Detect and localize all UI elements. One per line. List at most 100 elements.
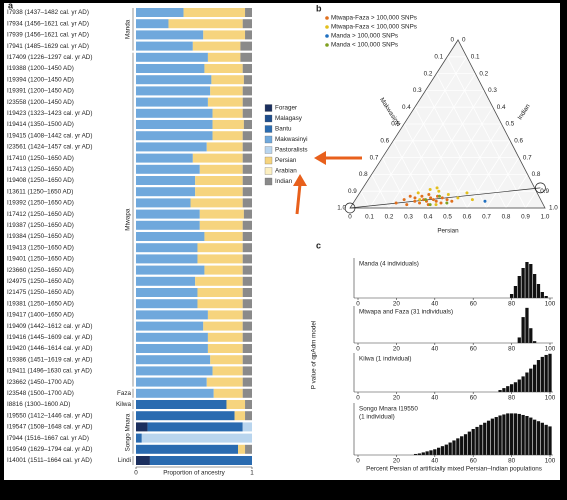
histogram-bar <box>509 384 514 392</box>
row-label: I17410 (1250–1650 AD) <box>7 155 74 162</box>
bar-segment <box>242 377 252 387</box>
histogram-bar <box>517 379 521 392</box>
grid-line <box>371 174 390 209</box>
bar-segment <box>136 411 235 421</box>
row-label: I24975 (1250–1650 AD) <box>7 278 74 285</box>
histogram-bar <box>529 328 533 343</box>
group-label: Mtwapa <box>125 208 132 231</box>
histogram-bar <box>525 372 529 392</box>
histogram-bar <box>525 416 529 455</box>
point <box>418 201 422 205</box>
histogram-bar <box>521 317 525 343</box>
x-tick-label: 60 <box>470 458 478 465</box>
bar-segment <box>197 254 243 264</box>
x-tick-label: 60 <box>470 346 478 353</box>
row-label: I17412 (1250–1650 AD) <box>7 211 74 218</box>
bar-segment <box>240 41 252 51</box>
tick-label: 0.4 <box>402 104 411 111</box>
bar-segment <box>210 355 243 365</box>
row-label: I7934 (1456–1621 cal. yr AD) <box>7 20 89 27</box>
x-tick-label: 40 <box>431 395 439 402</box>
row-label: I19381 (1250–1650 AD) <box>7 300 74 307</box>
histogram-bar <box>509 294 514 298</box>
tick-label: 0.8 <box>532 171 541 178</box>
bar-segment <box>212 366 243 376</box>
histogram-bar <box>506 386 510 392</box>
group-label: Kilwa <box>116 401 132 408</box>
row-label: I13611 (1250–1650 AD) <box>7 188 73 195</box>
row-label: I19416 (1445–1609 cal. yr AD) <box>7 334 92 341</box>
bar-segment <box>242 366 252 376</box>
histogram-bar <box>456 438 460 455</box>
bar-segment <box>245 400 252 409</box>
histogram-bar <box>483 422 487 455</box>
x-tick-label: 0 <box>356 301 360 308</box>
panel-label: b <box>316 3 322 13</box>
bar-segment <box>207 310 243 320</box>
row-label: I19413 (1250–1650 AD) <box>7 244 74 251</box>
bar-segment <box>136 299 198 309</box>
bar-segment <box>199 209 244 219</box>
bar-segment <box>207 52 241 62</box>
row-label: I23660 (1250–1650 AD) <box>7 267 74 274</box>
legend-label: Mtwapa-Faza < 100,000 SNPs <box>331 24 417 31</box>
row-label: I17413 (1250–1650 AD) <box>7 166 74 173</box>
legend-swatch <box>264 177 273 186</box>
legend-marker <box>325 34 329 38</box>
bar-segment <box>136 254 198 264</box>
point <box>465 191 469 195</box>
row-label: I8816 (1300–1600 AD) <box>7 401 70 408</box>
bar-segment <box>206 377 243 387</box>
subplot-title: Manda (4 individuals) <box>359 261 419 268</box>
bar-segment <box>243 120 252 129</box>
point <box>435 186 439 190</box>
row-label: I7939 (1456–1621 cal. yr AD) <box>7 32 89 39</box>
axis-label: Persian <box>437 228 459 235</box>
histogram-bar <box>548 426 552 455</box>
histogram-bar <box>506 413 510 455</box>
bar-segment <box>213 388 243 398</box>
histogram-bar <box>521 414 525 455</box>
bar-segment <box>136 198 191 208</box>
row-label: I21475 (1250–1650 AD) <box>7 289 74 296</box>
bar-segment <box>242 198 252 208</box>
histogram-bar <box>475 426 479 455</box>
row-label: I23561 (1424–1457 cal. yr AD) <box>7 144 92 151</box>
bar-segment <box>136 209 200 219</box>
reference-line <box>349 187 541 209</box>
bar-segment <box>242 344 252 353</box>
legend-label: Manda < 100,000 SNPs <box>331 42 398 49</box>
histogram-bar <box>529 368 533 392</box>
legend-marker <box>325 43 329 47</box>
point <box>413 199 417 203</box>
bar-segment <box>136 232 205 241</box>
row-label: I19547 (1508–1648 cal. yr AD) <box>7 424 92 431</box>
histogram-bar <box>467 431 471 455</box>
bar-segment <box>136 52 208 62</box>
point <box>405 203 409 207</box>
tick-label: 0.3 <box>404 214 413 221</box>
tick-label: 0.4 <box>424 214 433 221</box>
tick-label: 0.1 <box>434 53 443 60</box>
tick-label: 0.7 <box>482 214 491 221</box>
group-label-bg <box>114 400 132 409</box>
row-label: I19550 (1412–1446 cal. yr AD) <box>7 412 92 419</box>
histogram-bar <box>533 274 537 298</box>
histogram-bar <box>513 286 518 298</box>
panel-label: a <box>8 0 14 10</box>
legend-swatch <box>264 167 273 175</box>
bar-segment <box>136 456 150 465</box>
histogram-bar <box>417 453 422 455</box>
bar-segment <box>136 444 239 454</box>
histogram-bar <box>548 353 552 392</box>
grid-line <box>425 90 487 209</box>
tick-label: 0.6 <box>514 137 523 144</box>
figure-panel <box>4 3 560 480</box>
histogram-bar <box>498 415 502 455</box>
histogram-bar <box>494 417 498 455</box>
point <box>440 196 444 200</box>
bar-segment <box>211 75 244 85</box>
bar-segment <box>136 108 213 118</box>
legend-label: Persian <box>275 157 297 164</box>
